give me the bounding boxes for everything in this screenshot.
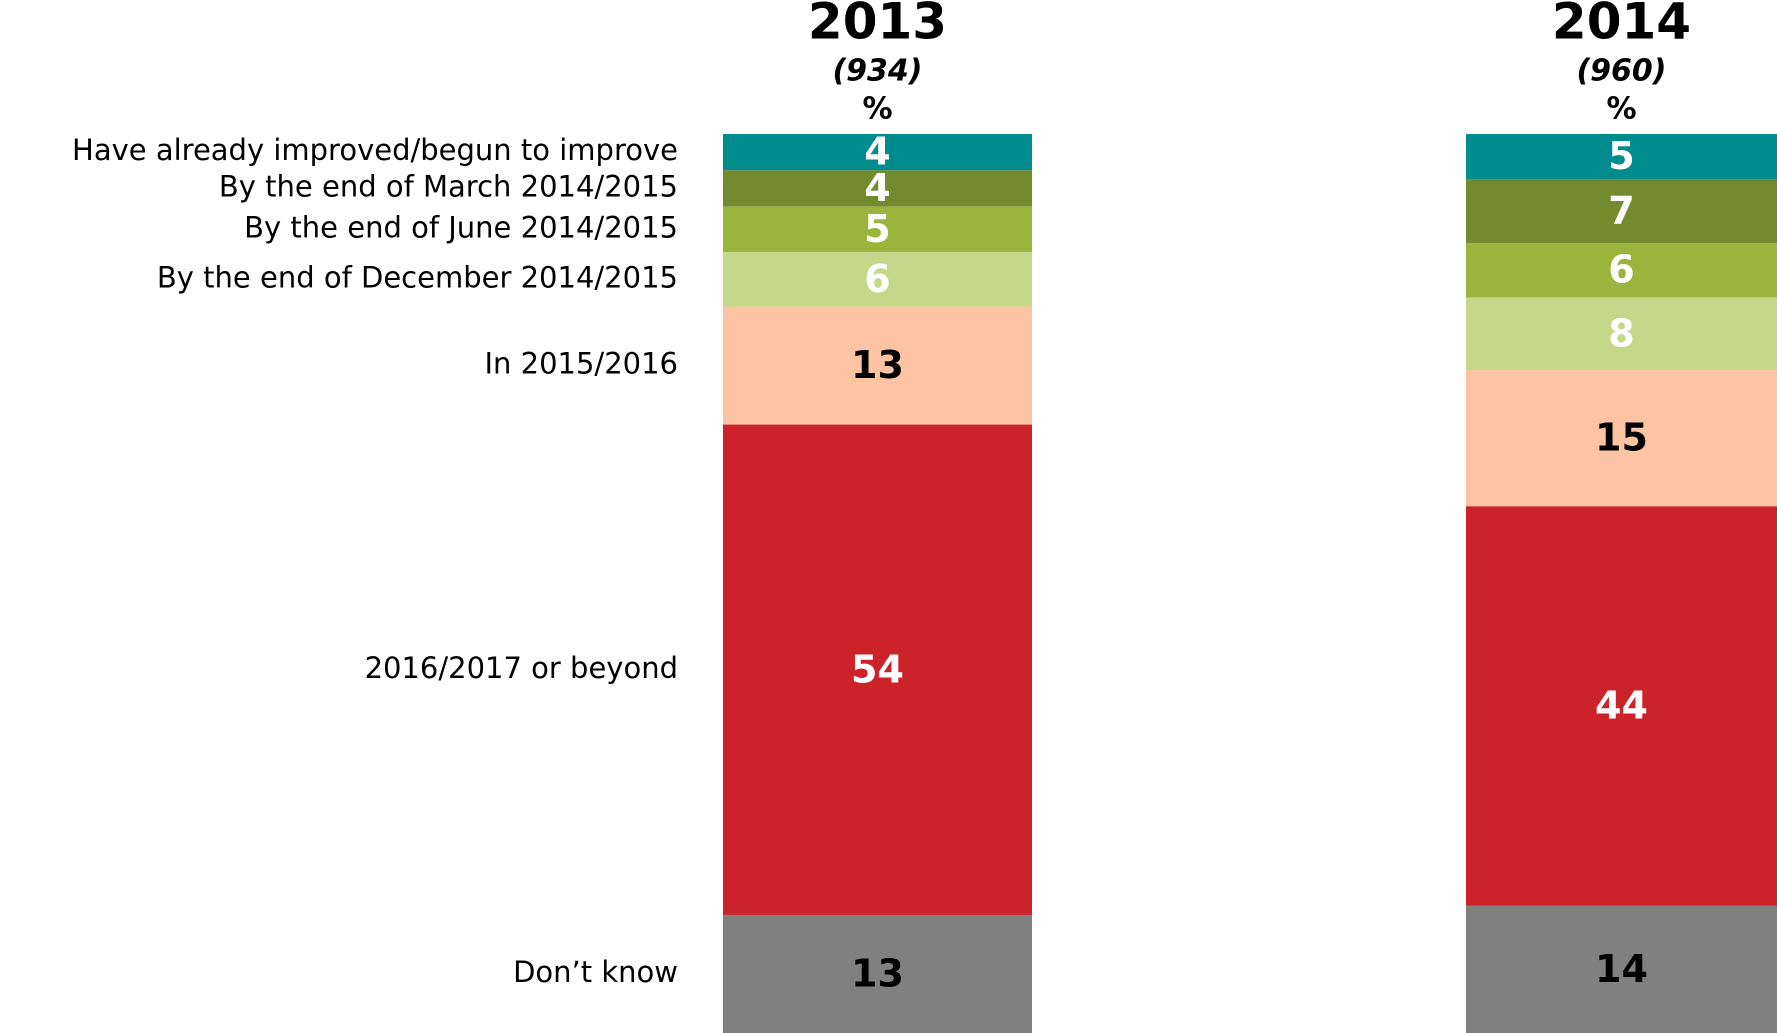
bar-year: 2013	[808, 0, 947, 51]
legend-label: Don’t know	[513, 955, 678, 989]
legend-label: By the end of June 2014/2015	[244, 210, 678, 244]
legend-label: In 2015/2016	[484, 347, 678, 381]
bar-segment	[723, 170, 1032, 207]
bar-unit: %	[1606, 92, 1636, 127]
bar-segment	[723, 424, 1032, 915]
value-label: 5	[1608, 134, 1634, 178]
value-label: 15	[1595, 416, 1648, 460]
value-label: 4	[864, 130, 890, 174]
bar-segment	[1466, 905, 1777, 1033]
bar-segment	[1466, 370, 1777, 507]
bar-base: (960)	[1576, 54, 1666, 89]
bar-segment	[1466, 506, 1777, 906]
value-label: 6	[864, 257, 890, 301]
bar-segment	[1466, 134, 1777, 180]
bar-year: 2014	[1552, 0, 1691, 51]
legend-label: Have already improved/begun to improve	[72, 133, 678, 167]
bar-segment	[723, 306, 1032, 425]
legend-label: By the end of March 2014/2015	[219, 169, 678, 203]
bar-segment	[723, 252, 1032, 307]
bar-segment	[1466, 297, 1777, 371]
value-label: 4	[864, 166, 890, 210]
value-label: 44	[1595, 684, 1648, 728]
bar-segment	[723, 206, 1032, 253]
value-label: 13	[851, 951, 904, 995]
bar-base: (934)	[832, 54, 922, 89]
value-label: 14	[1595, 947, 1648, 991]
value-label: 54	[851, 647, 904, 691]
bar-segment	[723, 914, 1032, 1033]
value-label: 8	[1608, 311, 1634, 355]
bar-unit: %	[862, 92, 892, 127]
legend-label: By the end of December 2014/2015	[157, 260, 678, 294]
value-label: 13	[851, 343, 904, 387]
bar-segment	[1466, 179, 1777, 243]
value-label: 5	[864, 207, 890, 251]
value-label: 7	[1608, 189, 1634, 233]
bar-segment	[723, 134, 1032, 171]
legend-label: 2016/2017 or beyond	[365, 651, 678, 685]
bar-segment	[1466, 242, 1777, 298]
value-label: 6	[1608, 248, 1634, 292]
